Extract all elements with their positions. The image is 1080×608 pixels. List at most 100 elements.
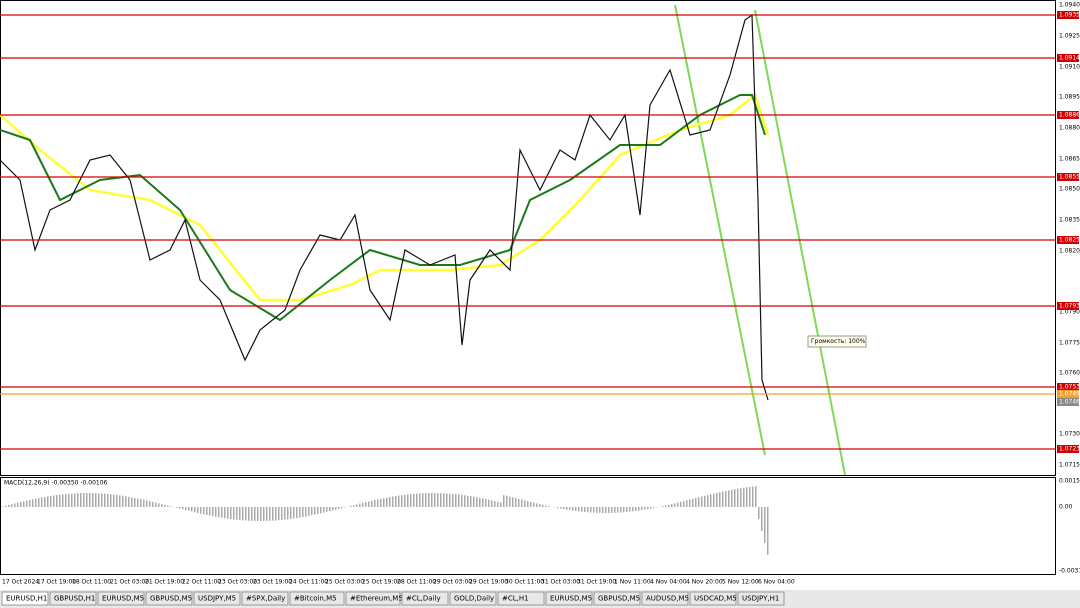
tooltip-box <box>807 335 867 348</box>
macd-bar <box>449 493 451 507</box>
level-label: 1.0914 <box>1059 55 1080 62</box>
macd-bar <box>326 507 328 512</box>
tab-label: GBPUSD,M5 <box>150 595 192 603</box>
macd-bar <box>161 504 163 507</box>
macd-bar <box>572 507 574 511</box>
macd-bar <box>332 507 334 511</box>
macd-bar <box>611 507 613 513</box>
price-tick-label: 1.0865 <box>1059 156 1080 163</box>
macd-bar <box>80 493 82 507</box>
macd-bar <box>320 507 322 514</box>
macd-bar <box>431 493 433 507</box>
time-tick-label: 23 Oct 03:00 <box>218 579 257 586</box>
macd-bar <box>533 502 535 507</box>
tab-label: USDJPY,H1 <box>742 595 779 603</box>
macd-bar <box>110 494 112 507</box>
tab-label: GOLD,Daily <box>454 595 494 603</box>
macd-bar <box>2 506 4 507</box>
macd-bar <box>296 507 298 518</box>
macd-bar <box>44 496 46 507</box>
tab[interactable] <box>289 591 345 606</box>
macd-bar <box>50 495 52 507</box>
tab[interactable] <box>641 591 689 606</box>
macd-bar <box>722 491 724 507</box>
tab[interactable] <box>737 591 785 606</box>
macd-bar <box>653 507 655 508</box>
time-tick-label: 31 Oct 19:00 <box>577 579 616 586</box>
time-tick-label: 23 Oct 19:00 <box>253 579 292 586</box>
time-tick-label: 29 Oct 03:00 <box>433 579 472 586</box>
macd-bar <box>179 507 181 509</box>
macd-bar <box>377 499 379 507</box>
tab[interactable] <box>345 591 401 606</box>
macd-histogram <box>2 486 769 555</box>
macd-bar <box>389 497 391 507</box>
macd-bar <box>590 507 592 513</box>
macd-bar <box>107 493 109 507</box>
macd-bar <box>743 487 745 507</box>
macd-bar <box>341 507 343 509</box>
time-tick-label: 21 Oct 03:00 <box>110 579 149 586</box>
macd-bar <box>242 507 244 521</box>
macd-bar <box>386 497 388 507</box>
level-label: 1.0746 <box>1059 399 1080 406</box>
price-tick-label: 1.0715 <box>1059 462 1080 469</box>
macd-bar <box>362 502 364 507</box>
macd-bar <box>527 501 529 507</box>
macd-bar <box>749 486 751 507</box>
macd-bar <box>764 507 766 543</box>
tab[interactable] <box>545 591 593 606</box>
macd-bar <box>89 493 91 507</box>
macd-bar <box>629 507 631 512</box>
tab[interactable] <box>49 591 97 606</box>
macd-bar <box>68 493 70 507</box>
price-line <box>0 13 769 401</box>
macd-bar <box>383 498 385 507</box>
macd-bar <box>152 501 154 507</box>
macd-bar <box>311 507 313 516</box>
macd-bar <box>215 507 217 517</box>
macd-bar <box>353 505 355 507</box>
macd-bar <box>536 503 538 507</box>
macd-bar <box>524 500 526 507</box>
tab-label: USDCAD,M5 <box>694 595 737 603</box>
macd-bar <box>494 500 496 507</box>
macd-bar <box>617 507 619 513</box>
macd-bar <box>428 493 430 507</box>
macd-bar <box>71 493 73 507</box>
tab[interactable] <box>449 591 497 606</box>
macd-bar <box>323 507 325 513</box>
tab[interactable] <box>401 591 449 606</box>
tab[interactable] <box>97 591 145 606</box>
macd-bar <box>350 505 352 507</box>
tab[interactable] <box>241 591 289 606</box>
macd-bar <box>563 507 565 510</box>
macd-bar <box>95 493 97 507</box>
macd-bar <box>116 494 118 507</box>
macd-bar <box>167 505 169 507</box>
macd-bar <box>758 507 760 519</box>
tab[interactable] <box>497 591 545 606</box>
macd-bar <box>47 496 49 507</box>
macd-bar <box>20 502 22 507</box>
macd-bar <box>542 504 544 507</box>
macd-bar <box>14 503 16 507</box>
tab[interactable] <box>1 591 49 606</box>
time-tick-label: 1 Nov 11:00 <box>614 579 651 586</box>
tab[interactable] <box>593 591 641 606</box>
macd-bar <box>560 507 562 509</box>
macd-bar <box>299 507 301 518</box>
macd-bar <box>374 500 376 507</box>
macd-bar <box>62 494 64 507</box>
macd-bar <box>530 501 532 507</box>
macd-bar <box>32 499 34 507</box>
moving-average <box>0 92 770 302</box>
tab[interactable] <box>193 591 241 606</box>
macd-bar <box>485 499 487 507</box>
tab[interactable] <box>145 591 193 606</box>
tab[interactable] <box>689 591 737 606</box>
macd-bar <box>746 487 748 507</box>
macd-bar <box>623 507 625 513</box>
level-tag <box>1057 302 1079 310</box>
